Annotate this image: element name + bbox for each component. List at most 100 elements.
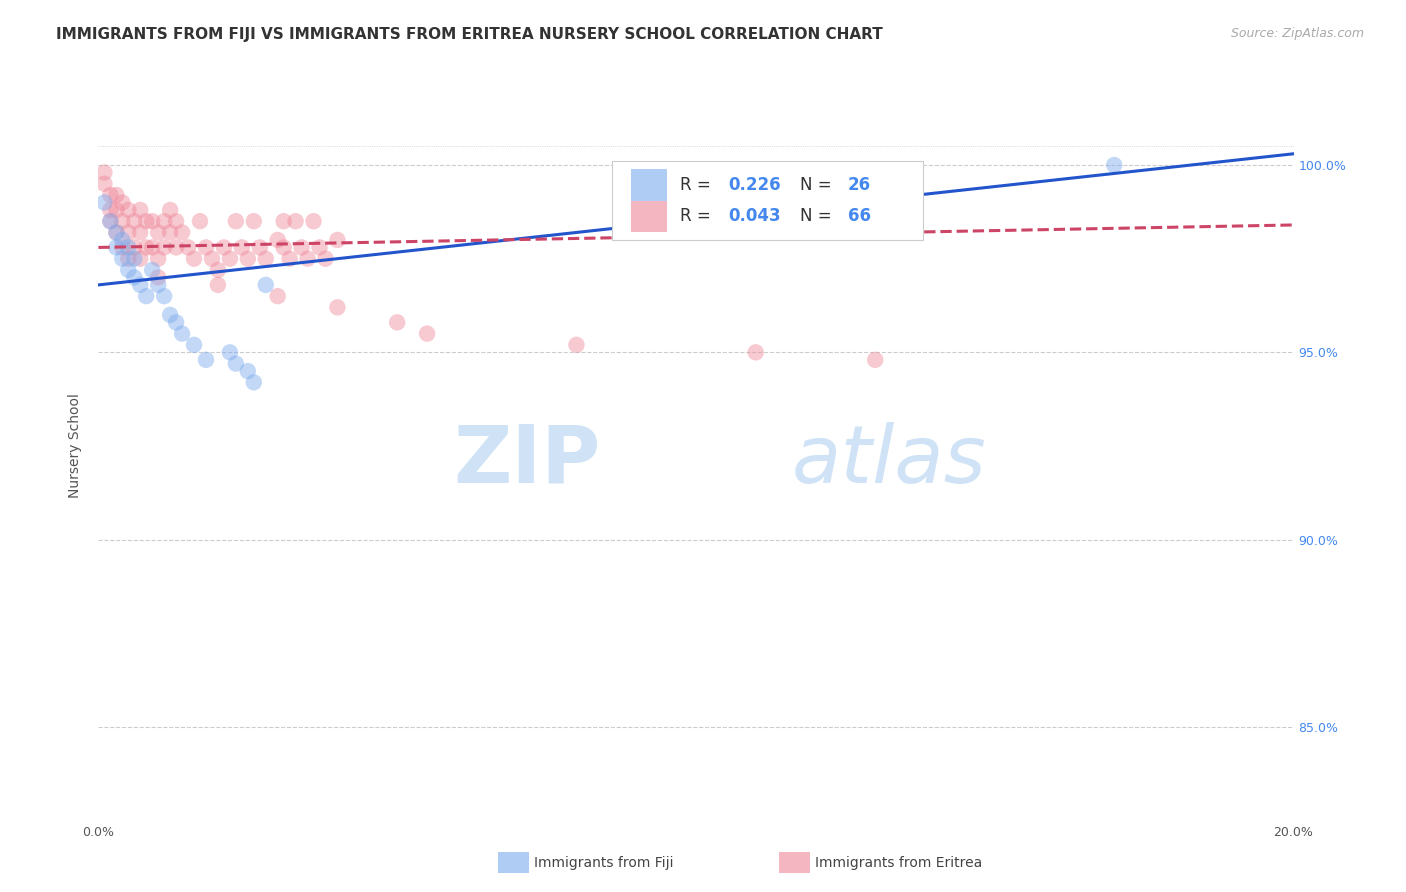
Point: [225, 214, 247, 228]
Point: [98, 188, 122, 202]
Point: [254, 252, 277, 266]
Point: [236, 364, 259, 378]
Text: atlas: atlas: [792, 422, 987, 500]
Point: [219, 252, 242, 266]
Point: [117, 252, 139, 266]
Point: [124, 214, 146, 228]
Text: Immigrants from Fiji: Immigrants from Fiji: [534, 855, 673, 870]
Point: [111, 252, 134, 266]
Text: Source: ZipAtlas.com: Source: ZipAtlas.com: [1230, 27, 1364, 40]
Point: [135, 240, 157, 254]
Y-axis label: Nursery School: Nursery School: [69, 393, 83, 499]
Point: [111, 214, 134, 228]
Point: [135, 289, 157, 303]
Point: [111, 233, 134, 247]
Point: [195, 240, 218, 254]
Point: [153, 289, 176, 303]
Point: [243, 214, 266, 228]
Point: [105, 240, 128, 254]
Point: [93, 195, 115, 210]
Point: [219, 345, 242, 359]
Point: [159, 308, 181, 322]
Point: [141, 214, 163, 228]
Point: [105, 226, 128, 240]
Point: [141, 240, 163, 254]
Point: [231, 240, 253, 254]
Point: [385, 315, 409, 329]
Point: [195, 352, 218, 367]
Point: [207, 277, 229, 292]
Point: [273, 240, 295, 254]
Point: [416, 326, 439, 341]
Point: [267, 233, 290, 247]
Point: [111, 240, 134, 254]
Point: [93, 165, 115, 179]
Point: [105, 188, 128, 202]
Point: [565, 338, 588, 352]
Point: [225, 357, 247, 371]
Point: [135, 214, 157, 228]
Point: [1104, 158, 1126, 172]
Point: [98, 214, 122, 228]
Point: [297, 252, 319, 266]
Point: [315, 252, 337, 266]
Point: [254, 277, 277, 292]
Text: Immigrants from Eritrea: Immigrants from Eritrea: [815, 855, 983, 870]
Point: [273, 214, 295, 228]
Text: N =: N =: [800, 207, 837, 226]
Point: [129, 226, 152, 240]
Point: [165, 315, 187, 329]
Point: [236, 252, 259, 266]
Text: ZIP: ZIP: [453, 422, 600, 500]
Point: [183, 338, 205, 352]
Point: [148, 270, 170, 285]
Point: [148, 226, 170, 240]
Point: [207, 263, 229, 277]
Point: [129, 277, 152, 292]
Point: [117, 240, 139, 254]
Point: [201, 252, 224, 266]
Point: [105, 226, 128, 240]
Text: 0.226: 0.226: [728, 176, 780, 194]
Point: [129, 252, 152, 266]
Text: R =: R =: [681, 207, 717, 226]
Point: [278, 252, 301, 266]
Point: [153, 214, 176, 228]
Point: [117, 263, 139, 277]
Point: [745, 345, 768, 359]
Point: [117, 202, 139, 217]
Text: IMMIGRANTS FROM FIJI VS IMMIGRANTS FROM ERITREA NURSERY SCHOOL CORRELATION CHART: IMMIGRANTS FROM FIJI VS IMMIGRANTS FROM …: [56, 27, 883, 42]
Point: [159, 202, 181, 217]
Point: [124, 270, 146, 285]
Point: [188, 214, 211, 228]
Text: N =: N =: [800, 176, 837, 194]
Point: [124, 240, 146, 254]
FancyBboxPatch shape: [631, 169, 668, 201]
Point: [93, 177, 115, 191]
Point: [183, 252, 205, 266]
Point: [148, 252, 170, 266]
Point: [284, 214, 307, 228]
Point: [153, 240, 176, 254]
Point: [291, 240, 314, 254]
Point: [165, 214, 187, 228]
Point: [98, 214, 122, 228]
FancyBboxPatch shape: [613, 161, 922, 240]
Point: [326, 233, 349, 247]
Text: 66: 66: [848, 207, 870, 226]
Point: [243, 376, 266, 390]
Point: [159, 226, 181, 240]
Text: 0.043: 0.043: [728, 207, 780, 226]
Point: [267, 289, 290, 303]
Point: [172, 326, 194, 341]
Point: [129, 202, 152, 217]
Point: [141, 263, 163, 277]
Point: [302, 214, 325, 228]
Point: [111, 195, 134, 210]
Point: [117, 226, 139, 240]
Point: [177, 240, 200, 254]
Point: [249, 240, 271, 254]
Point: [98, 202, 122, 217]
Point: [865, 352, 887, 367]
Text: 26: 26: [848, 176, 870, 194]
